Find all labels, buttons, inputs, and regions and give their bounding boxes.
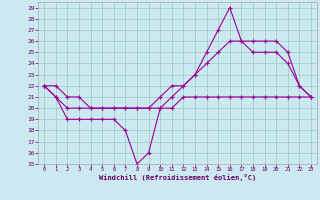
X-axis label: Windchill (Refroidissement éolien,°C): Windchill (Refroidissement éolien,°C) — [99, 174, 256, 181]
